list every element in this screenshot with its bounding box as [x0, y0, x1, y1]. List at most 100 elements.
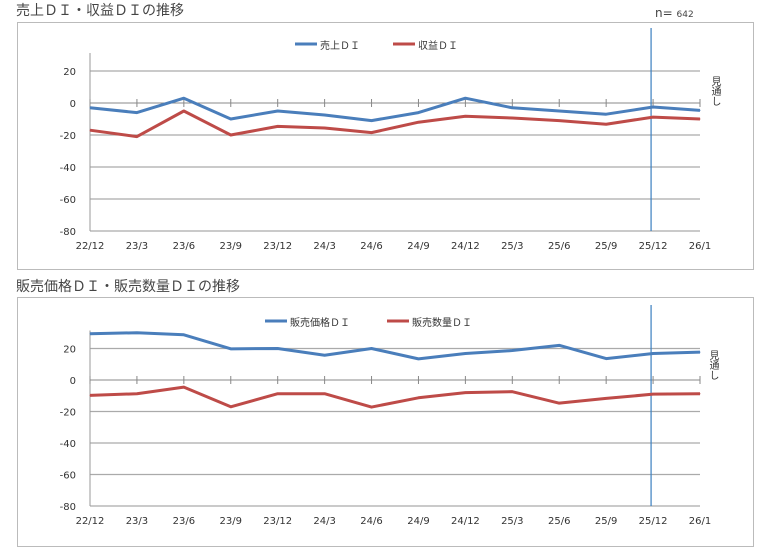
data-point: [605, 397, 607, 399]
data-point: [230, 348, 232, 350]
data-point: [230, 118, 232, 120]
data-point: [230, 134, 232, 136]
data-point: [230, 406, 232, 408]
y-tick-label: 0: [70, 99, 76, 110]
chart1-forecast-label: 見通し: [709, 76, 720, 106]
data-point: [136, 136, 138, 138]
n-value: 642: [676, 10, 694, 20]
y-tick-label: -60: [60, 195, 76, 206]
legend-label: 販売数量ＤＩ: [412, 316, 472, 329]
data-point: [699, 393, 701, 395]
data-point: [371, 132, 373, 134]
x-tick-label: 25/12: [639, 241, 668, 252]
data-point: [699, 351, 701, 353]
legend-label: 販売価格ＤＩ: [290, 316, 350, 329]
series-line: [89, 96, 701, 123]
data-point: [558, 402, 560, 404]
x-tick-label: 24/9: [407, 241, 429, 252]
x-tick-label: 24/9: [407, 516, 429, 527]
x-tick-label: 24/6: [360, 241, 382, 252]
data-point: [511, 117, 513, 119]
data-point: [511, 350, 513, 352]
legend-label: 売上ＤＩ: [320, 39, 360, 52]
data-point: [605, 123, 607, 125]
data-point: [417, 121, 419, 123]
data-point: [89, 107, 91, 109]
x-tick-label: 24/3: [313, 241, 335, 252]
x-tick-label: 23/6: [173, 241, 195, 252]
data-point: [89, 333, 91, 335]
data-point: [136, 112, 138, 114]
chart1-title: 売上ＤＩ・収益ＤＩの推移: [16, 3, 184, 19]
y-tick-label: 20: [63, 345, 76, 356]
x-tick-label: 25/12: [639, 516, 668, 527]
data-point: [371, 406, 373, 408]
x-tick-label: 26/1: [689, 516, 711, 527]
y-tick-label: -80: [60, 502, 76, 513]
x-tick-label: 22/12: [76, 516, 105, 527]
data-point: [183, 386, 185, 388]
data-point: [511, 107, 513, 109]
chart1-frame: [17, 22, 754, 270]
x-tick-label: 24/12: [451, 516, 480, 527]
data-point: [652, 393, 654, 395]
data-point: [324, 114, 326, 116]
x-tick-label: 25/3: [501, 241, 523, 252]
data-point: [605, 358, 607, 360]
data-point: [652, 353, 654, 355]
data-point: [558, 110, 560, 112]
chart2-frame: [17, 297, 754, 547]
data-point: [558, 344, 560, 346]
y-tick-label: -20: [60, 408, 76, 419]
data-point: [652, 106, 654, 108]
x-tick-label: 25/3: [501, 516, 523, 527]
data-point: [183, 97, 185, 99]
data-point: [89, 394, 91, 396]
series-line: [89, 385, 701, 409]
x-tick-label: 24/6: [360, 516, 382, 527]
y-tick-label: -40: [60, 439, 76, 450]
x-tick-label: 25/6: [548, 516, 570, 527]
data-point: [183, 110, 185, 112]
data-point: [417, 397, 419, 399]
sample-size: n= 642: [655, 6, 694, 20]
data-point: [371, 348, 373, 349]
data-point: [183, 334, 185, 336]
data-point: [417, 358, 419, 360]
data-point: [324, 127, 326, 129]
x-tick-label: 25/6: [548, 241, 570, 252]
data-point: [464, 115, 466, 117]
series-line: [89, 109, 701, 139]
x-tick-label: 26/1: [689, 241, 711, 252]
data-point: [558, 120, 560, 122]
x-tick-label: 25/9: [595, 241, 617, 252]
data-point: [277, 393, 279, 395]
x-tick-label: 23/12: [263, 241, 292, 252]
data-point: [417, 112, 419, 114]
data-point: [464, 353, 466, 355]
data-point: [464, 97, 466, 99]
y-tick-label: -60: [60, 471, 76, 482]
series-line: [89, 331, 701, 361]
legend-label: 収益ＤＩ: [418, 39, 458, 52]
data-point: [324, 393, 326, 395]
x-tick-label: 23/12: [263, 516, 292, 527]
data-point: [277, 110, 279, 112]
x-tick-label: 22/12: [76, 241, 105, 252]
x-tick-label: 23/9: [220, 241, 242, 252]
chart2-forecast-label: 見通し: [707, 350, 718, 380]
x-tick-label: 24/12: [451, 241, 480, 252]
x-tick-label: 23/6: [173, 516, 195, 527]
y-tick-label: 20: [63, 67, 76, 78]
x-tick-label: 24/3: [313, 516, 335, 527]
data-point: [277, 348, 279, 349]
data-point: [324, 354, 326, 356]
y-tick-label: -40: [60, 163, 76, 174]
data-point: [464, 392, 466, 394]
x-tick-label: 23/3: [126, 241, 148, 252]
y-tick-label: -20: [60, 131, 76, 142]
chart2-title: 販売価格ＤＩ・販売数量ＤＩの推移: [16, 279, 240, 295]
n-label: n=: [655, 6, 673, 20]
data-point: [136, 332, 138, 334]
